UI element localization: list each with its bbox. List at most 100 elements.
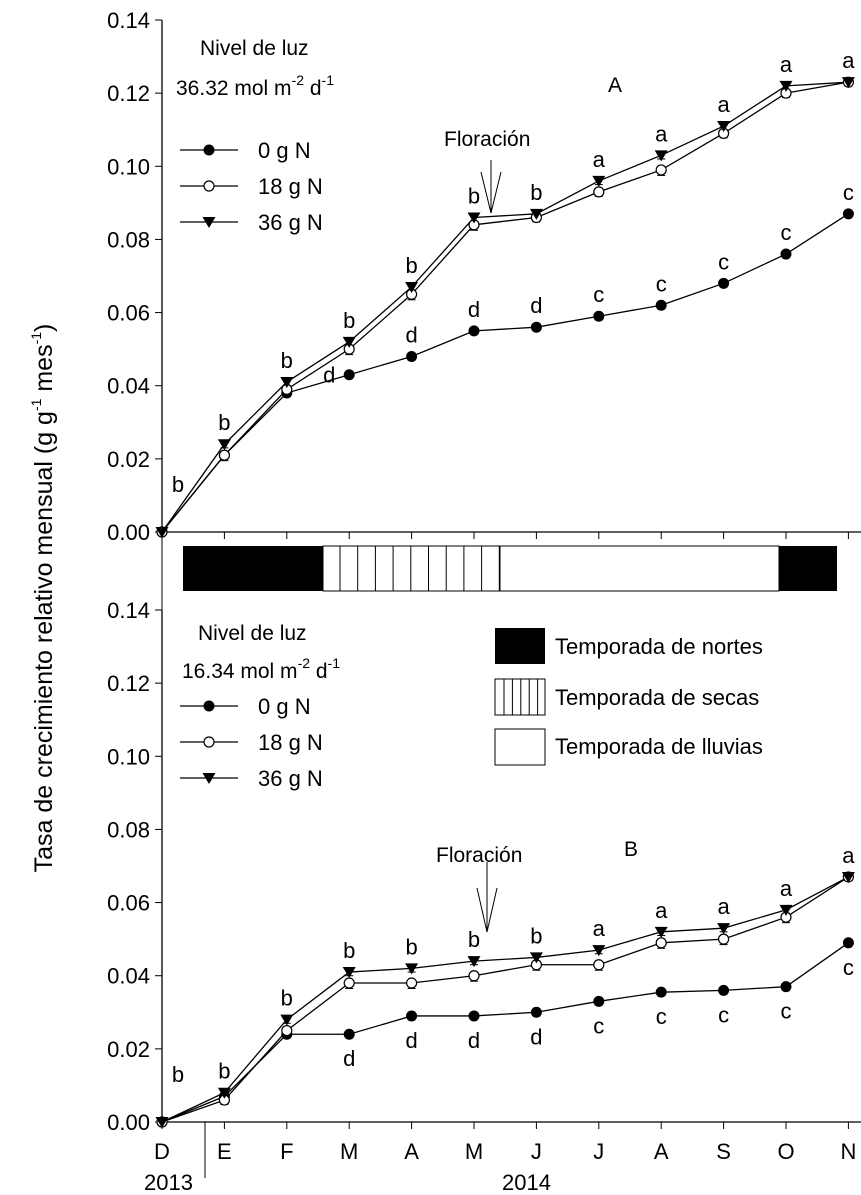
y-tick-label: 0.10 — [107, 744, 150, 769]
legend-label-1: 18 g N — [258, 730, 323, 755]
y-tick-label: 0.02 — [107, 447, 150, 472]
significance-letter-upper: b — [281, 348, 293, 373]
y-tick-label: 0.14 — [107, 8, 150, 33]
significance-letter-upper: a — [842, 843, 855, 868]
significance-letter-lower: d — [323, 363, 335, 388]
point-series-0 — [780, 248, 792, 260]
panel-b-series-lines — [161, 876, 849, 1123]
point-series-1 — [593, 186, 605, 198]
significance-letter-lower: d — [405, 1028, 417, 1053]
x-tick-label: E — [217, 1139, 232, 1164]
significance-letter-upper: b — [172, 472, 184, 497]
x-tick-label: M — [465, 1139, 483, 1164]
significance-letter-upper: a — [655, 121, 668, 146]
y-tick-label: 0.00 — [107, 520, 150, 545]
y-tick-label: 0.08 — [107, 227, 150, 252]
panel-a-y-ticks: 0.00 0.02 0.04 0.06 0.08 0.10 0.12 0.14 — [107, 8, 849, 545]
y-tick-label: 0.06 — [107, 301, 150, 326]
season-legend-secas-hatch — [503, 679, 539, 715]
significance-letter-lower: c — [593, 1013, 604, 1038]
significance-letter-lower: d — [530, 293, 542, 318]
season-legend-label-secas: Temporada de secas — [555, 685, 759, 710]
panel-b-flowering-arrow — [476, 862, 498, 933]
season-bar-lluvias — [499, 545, 780, 592]
point-series-2 — [342, 336, 356, 348]
significance-letter-lower: c — [718, 249, 729, 274]
legend-marker-0 — [203, 700, 215, 712]
panel-b-significance-letters: bbbbbbbaaaaaddddcccccc — [172, 843, 855, 1087]
point-series-2 — [467, 212, 481, 224]
legend-marker-2 — [202, 773, 216, 784]
point-series-0 — [780, 981, 792, 993]
legend-label-2: 36 g N — [258, 766, 323, 791]
significance-letter-upper: a — [842, 48, 855, 73]
point-series-0 — [343, 1028, 355, 1040]
panel-a-letter: A — [608, 74, 622, 97]
series-line-0 — [161, 942, 849, 1123]
significance-letter-upper: a — [717, 894, 730, 919]
significance-letter-lower: c — [593, 282, 604, 307]
point-series-0 — [718, 984, 730, 996]
legend-marker-1 — [203, 736, 215, 748]
point-series-0 — [406, 1010, 418, 1022]
y-tick-label: 0.04 — [107, 964, 150, 989]
significance-letter-lower: d — [405, 322, 417, 347]
season-bar-secas-hatch — [339, 546, 500, 591]
significance-letter-upper: b — [405, 934, 417, 959]
legend-label-0: 0 g N — [258, 694, 311, 719]
point-series-0 — [530, 1006, 542, 1018]
point-series-2 — [217, 1087, 231, 1099]
point-series-1 — [468, 970, 480, 982]
legend-marker-0 — [203, 144, 215, 156]
significance-letter-upper: b — [172, 1062, 184, 1087]
panel-a-legend: 0 g N 18 g N 36 g N — [180, 138, 323, 235]
significance-letter-upper: b — [218, 1059, 230, 1084]
y-tick-label: 0.02 — [107, 1037, 150, 1062]
significance-letter-upper: b — [343, 308, 355, 333]
season-legend-label-lluvias: Temporada de lluvias — [555, 734, 763, 759]
legend-label-1: 18 g N — [258, 174, 323, 199]
season-legend-label-nortes: Temporada de nortes — [555, 634, 763, 659]
significance-letter-upper: a — [780, 876, 793, 901]
x-tick-label: S — [716, 1139, 731, 1164]
significance-letter-lower: c — [781, 220, 792, 245]
x-tick-label: O — [777, 1139, 794, 1164]
season-bar-secas — [322, 545, 501, 592]
series-line-2 — [161, 876, 849, 1123]
series-line-1 — [161, 81, 849, 533]
point-series-2 — [654, 150, 668, 162]
point-series-2 — [529, 208, 543, 220]
season-legend-swatch-lluvias — [494, 728, 546, 766]
significance-letter-lower: d — [530, 1024, 542, 1049]
significance-letter-lower: d — [468, 297, 480, 322]
x-tick-label: D — [154, 1139, 170, 1164]
significance-letter-upper: a — [655, 898, 668, 923]
series-line-0 — [161, 213, 849, 533]
panel-a-flowering-label: Floración — [444, 128, 530, 151]
season-bar — [161, 532, 837, 620]
point-series-1 — [218, 449, 230, 461]
point-series-2 — [592, 175, 606, 187]
point-series-0 — [530, 321, 542, 333]
significance-letter-lower: c — [656, 1004, 667, 1029]
significance-letter-lower: c — [781, 999, 792, 1024]
y-axis-title: Tasa de crecimiento relativo mensual (g … — [28, 324, 58, 873]
panel-b-legend: 0 g N 18 g N 36 g N — [180, 694, 323, 791]
point-series-1 — [593, 959, 605, 971]
x-tick-label: M — [340, 1139, 358, 1164]
point-series-2 — [280, 1014, 294, 1026]
panel-b-light-label: Nivel de luz — [198, 622, 307, 645]
series-line-1 — [161, 876, 849, 1123]
y-tick-label: 0.04 — [107, 374, 150, 399]
point-series-1 — [406, 977, 418, 989]
legend-marker-1 — [203, 180, 215, 192]
significance-letter-lower: d — [343, 1046, 355, 1071]
panel-a-series-lines — [161, 81, 849, 533]
significance-letter-upper: b — [530, 180, 542, 205]
x-tick-label: N — [840, 1139, 856, 1164]
significance-letter-upper: a — [593, 916, 606, 941]
point-series-2 — [779, 904, 793, 916]
point-series-1 — [655, 937, 667, 949]
point-series-1 — [717, 933, 730, 945]
